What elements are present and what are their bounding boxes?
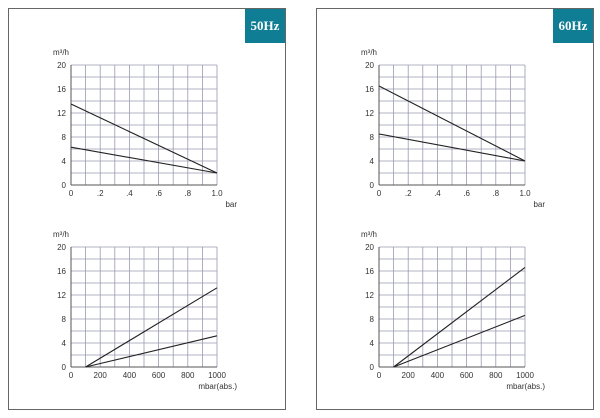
y-tick-label: 4 — [370, 157, 375, 166]
frequency-badge-60hz: 60Hz — [553, 9, 593, 43]
x-tick-label: 800 — [181, 371, 195, 380]
series-line-1 — [393, 266, 526, 368]
y-tick-label: 8 — [370, 315, 375, 324]
x-tick-label: 600 — [460, 371, 474, 380]
x-tick-label: 1000 — [208, 371, 226, 380]
y-tick-label: 12 — [365, 291, 374, 300]
y-tick-label: 8 — [370, 133, 375, 142]
series-line-1 — [70, 103, 218, 174]
x-tick-label: .6 — [155, 189, 162, 198]
x-tick-label: 0 — [69, 371, 74, 380]
series-line-1 — [85, 287, 218, 368]
y-tick-label: 20 — [57, 61, 66, 70]
x-tick-label: 800 — [489, 371, 503, 380]
x-tick-label: .4 — [434, 189, 441, 198]
y-tick-label: 16 — [57, 85, 66, 94]
x-tick-label: .4 — [126, 189, 133, 198]
y-tick-label: 20 — [365, 243, 374, 252]
y-tick-label: 16 — [365, 85, 374, 94]
x-tick-label: 200 — [94, 371, 108, 380]
x-tick-label: 200 — [402, 371, 416, 380]
y-tick-label: 0 — [62, 181, 67, 190]
x-tick-label: 400 — [431, 371, 445, 380]
x-axis-label: mbar(abs.) — [506, 382, 545, 391]
y-tick-label: 4 — [62, 157, 67, 166]
y-tick-label: 0 — [370, 181, 375, 190]
x-tick-label: 0 — [377, 371, 382, 380]
x-axis-label: mbar(abs.) — [198, 382, 237, 391]
y-axis-label: m³/h — [53, 48, 69, 57]
x-tick-label: .8 — [184, 189, 191, 198]
y-tick-label: 8 — [62, 133, 67, 142]
chart-60hz-pressure: 0 4 8 12 16 20 0 .2 .4 .6 .8 1.0 m³/h bar — [361, 48, 545, 209]
x-tick-label: .6 — [463, 189, 470, 198]
y-tick-label: 0 — [370, 363, 375, 372]
frequency-badge-50hz: 50Hz — [245, 9, 285, 43]
series-line-2 — [378, 133, 526, 162]
y-axis-label: m³/h — [361, 230, 377, 239]
y-tick-label: 20 — [365, 61, 374, 70]
y-tick-label: 12 — [57, 291, 66, 300]
x-axis-label: bar — [533, 200, 545, 209]
x-tick-label: 1.0 — [211, 189, 223, 198]
y-tick-label: 16 — [365, 267, 374, 276]
y-tick-label: 8 — [62, 315, 67, 324]
y-tick-label: 4 — [62, 339, 67, 348]
x-tick-label: 1000 — [516, 371, 534, 380]
y-tick-label: 0 — [62, 363, 67, 372]
chart-50hz-pressure: 0 4 8 12 16 20 0 .2 .4 .6 .8 1.0 m³/h bar — [53, 48, 237, 209]
x-tick-label: 0 — [377, 189, 382, 198]
panel-50hz: 50Hz 0 4 8 12 16 20 0.2.4.6.8 1.0 m³/h bar 0 4 8 12 1… — [8, 8, 286, 410]
y-tick-label: 16 — [57, 267, 66, 276]
y-axis-label: m³/h — [361, 48, 377, 57]
y-tick-label: 12 — [57, 109, 66, 118]
x-tick-label: 0 — [69, 189, 74, 198]
y-axis-label: m³/h — [53, 230, 69, 239]
x-tick-label: .2 — [97, 189, 104, 198]
x-tick-label: 600 — [152, 371, 166, 380]
x-tick-label: 400 — [123, 371, 137, 380]
y-tick-label: 12 — [365, 109, 374, 118]
x-tick-label: 1.0 — [519, 189, 531, 198]
series-line-2 — [393, 314, 526, 368]
series-line-1 — [378, 85, 526, 162]
y-tick-label: 4 — [370, 339, 375, 348]
series-line-2 — [85, 335, 218, 368]
series-line-2 — [70, 146, 218, 174]
x-tick-label: .2 — [405, 189, 412, 198]
panel-60hz: 60Hz 0 4 8 12 16 20 0.2.4.6.8 1.0 m³/h bar 0 4 8 12 1… — [316, 8, 594, 410]
x-tick-label: .8 — [492, 189, 499, 198]
x-axis-label: bar — [225, 200, 237, 209]
y-tick-label: 20 — [57, 243, 66, 252]
